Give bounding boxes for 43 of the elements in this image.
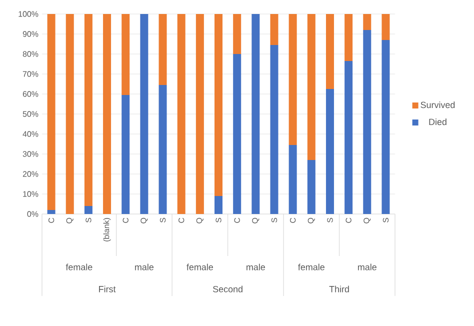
bar xyxy=(158,84,167,214)
bar xyxy=(326,14,334,89)
bar xyxy=(307,160,316,214)
bar xyxy=(122,14,130,95)
bar xyxy=(122,94,130,214)
bar xyxy=(47,210,56,214)
bar xyxy=(288,145,297,214)
bar xyxy=(214,14,223,196)
bar xyxy=(103,14,112,214)
bar xyxy=(270,44,278,214)
bar xyxy=(363,30,372,214)
bar xyxy=(158,14,167,85)
bar xyxy=(382,40,390,214)
text: female xyxy=(186,264,213,270)
bar xyxy=(344,60,353,214)
text: Second xyxy=(212,286,242,292)
bar xyxy=(326,88,334,214)
bar xyxy=(288,14,297,145)
text: First xyxy=(99,286,116,292)
text: Third xyxy=(329,286,349,292)
bar xyxy=(233,14,242,54)
text: male xyxy=(135,264,154,270)
text: female xyxy=(298,264,324,270)
legend-label: Died xyxy=(429,118,446,126)
bar xyxy=(233,54,242,214)
bar xyxy=(177,14,186,214)
bar xyxy=(84,14,92,206)
bar xyxy=(363,14,372,30)
text: male xyxy=(246,264,265,270)
bar xyxy=(214,196,223,214)
text: female xyxy=(66,264,92,270)
bar xyxy=(382,14,390,40)
text: male xyxy=(358,264,376,270)
legend-label: Survived xyxy=(420,102,455,108)
bar xyxy=(307,14,316,160)
bar xyxy=(252,14,260,214)
bar xyxy=(84,206,92,214)
bar xyxy=(66,14,74,214)
bar xyxy=(270,14,278,45)
bar xyxy=(344,14,353,61)
bar xyxy=(196,14,204,214)
bar xyxy=(47,14,56,210)
bar xyxy=(140,14,148,214)
